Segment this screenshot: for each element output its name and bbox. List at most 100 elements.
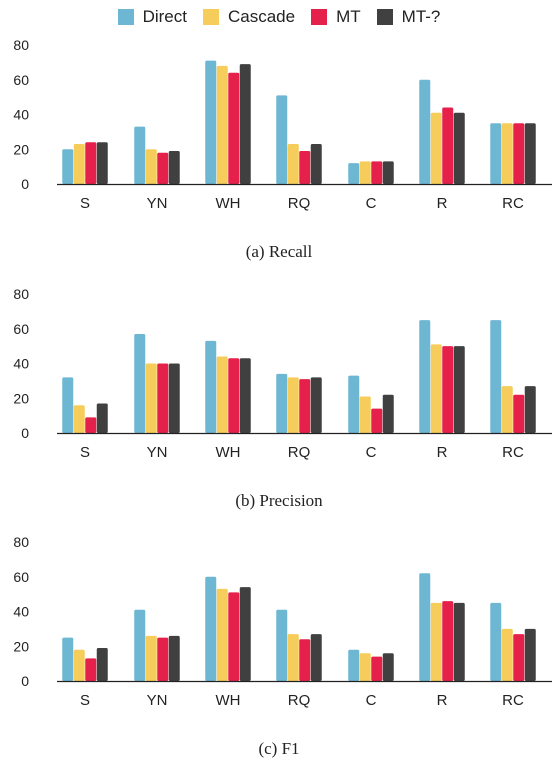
bar-mt- — [310, 144, 322, 184]
bar-cascade — [73, 144, 85, 184]
bar-direct — [490, 602, 502, 681]
y-tick-label: 0 — [21, 425, 29, 441]
bar-mt- — [310, 377, 322, 433]
bar-mt — [157, 637, 169, 681]
bar-mt — [228, 358, 240, 433]
bar-cascade — [216, 65, 228, 184]
bar-mt- — [168, 363, 180, 433]
x-tick-label: S — [80, 195, 90, 212]
y-tick-label: 60 — [13, 72, 29, 88]
x-tick-label: YN — [147, 692, 168, 709]
bar-cascade — [145, 635, 157, 681]
x-tick-label: WH — [216, 444, 241, 461]
bar-mt — [85, 142, 97, 184]
x-tick-label: R — [437, 195, 448, 212]
x-tick-label: C — [366, 195, 377, 212]
x-tick-label: RC — [502, 195, 524, 212]
bar-direct — [419, 79, 431, 184]
bar-mt — [442, 601, 454, 681]
bar-cascade — [359, 653, 371, 681]
bar-mt — [228, 72, 240, 184]
bar-mt — [371, 656, 383, 681]
bar-direct — [348, 375, 360, 433]
legend-label: Direct — [142, 7, 187, 26]
chart-panel-3: 0 20 40 60 80 S YN WH RQ C R RC (c) F1 — [13, 534, 552, 758]
y-tick-label: 20 — [13, 141, 29, 157]
bar-mt — [442, 346, 454, 433]
bar-mt- — [453, 112, 465, 184]
bar-direct — [419, 573, 431, 681]
x-tick-label: R — [437, 692, 448, 709]
chart-caption: (b) Precision — [235, 491, 323, 510]
legend-item-2: MT — [311, 7, 361, 27]
y-tick-label: 0 — [21, 673, 29, 689]
y-tick-label: 40 — [13, 604, 29, 620]
legend-label: Cascade — [228, 7, 296, 26]
legend: Direct Cascade MT MT-? — [0, 0, 558, 34]
x-tick-label: YN — [147, 195, 168, 212]
bar-cascade — [145, 149, 157, 184]
bar-mt- — [453, 602, 465, 681]
x-tick-label: WH — [216, 195, 241, 212]
x-tick-label: S — [80, 692, 90, 709]
bar-mt- — [96, 403, 108, 433]
bar-direct — [348, 649, 360, 681]
bar-direct — [62, 149, 74, 184]
x-tick-label: C — [366, 692, 377, 709]
bar-cascade — [430, 344, 442, 433]
y-tick-label: 60 — [13, 569, 29, 585]
bar-cascade — [287, 634, 299, 681]
y-tick-label: 40 — [13, 107, 29, 123]
x-tick-label: C — [366, 444, 377, 461]
bar-mt- — [524, 123, 536, 184]
bar-direct — [205, 576, 217, 681]
chart-caption: (c) F1 — [258, 739, 299, 758]
bar-cascade — [501, 628, 513, 681]
bar-direct — [205, 60, 217, 185]
bar-mt — [157, 363, 169, 433]
bar-cascade — [73, 649, 85, 681]
bar-mt — [157, 152, 169, 184]
bar-mt- — [168, 635, 180, 681]
bar-mt- — [239, 64, 251, 184]
bar-mt — [299, 150, 311, 184]
bar-mt- — [96, 142, 108, 184]
x-tick-label: R — [437, 444, 448, 461]
bar-direct — [62, 377, 74, 433]
legend-label: MT-? — [401, 7, 441, 26]
bar-cascade — [287, 377, 299, 433]
x-tick-label: RC — [502, 692, 524, 709]
bar-mt- — [453, 346, 465, 433]
bar-mt — [371, 161, 383, 184]
chart-panel-1: 0 20 40 60 80 S YN WH RQ C R RC (a) Recall — [13, 37, 552, 261]
bar-cascade — [430, 112, 442, 184]
y-tick-label: 0 — [21, 176, 29, 192]
bar-mt- — [168, 150, 180, 184]
bar-cascade — [501, 123, 513, 184]
bar-cascade — [430, 602, 442, 681]
bar-mt — [513, 123, 525, 184]
bar-cascade — [216, 588, 228, 681]
x-tick-label: WH — [216, 692, 241, 709]
bar-cascade — [287, 144, 299, 184]
bar-mt — [85, 417, 97, 433]
bar-mt — [299, 379, 311, 433]
bar-direct — [276, 373, 288, 433]
legend-swatch — [311, 9, 328, 25]
x-tick-label: RQ — [288, 444, 311, 461]
bar-mt — [513, 394, 525, 433]
y-tick-label: 60 — [13, 321, 29, 337]
bar-mt — [228, 592, 240, 681]
bar-mt- — [382, 394, 394, 433]
x-tick-label: RQ — [288, 692, 311, 709]
chart-caption: (a) Recall — [246, 242, 313, 261]
legend-item-1: Cascade — [203, 7, 295, 27]
bar-cascade — [216, 356, 228, 433]
x-tick-label: S — [80, 444, 90, 461]
y-tick-label: 80 — [13, 534, 29, 550]
chart-panel-2: 0 20 40 60 80 S YN WH RQ C R RC (b) Precision — [13, 286, 552, 510]
bar-direct — [490, 123, 502, 184]
bar-direct — [134, 126, 146, 184]
bar-mt- — [239, 587, 251, 681]
bar-mt- — [382, 653, 394, 681]
